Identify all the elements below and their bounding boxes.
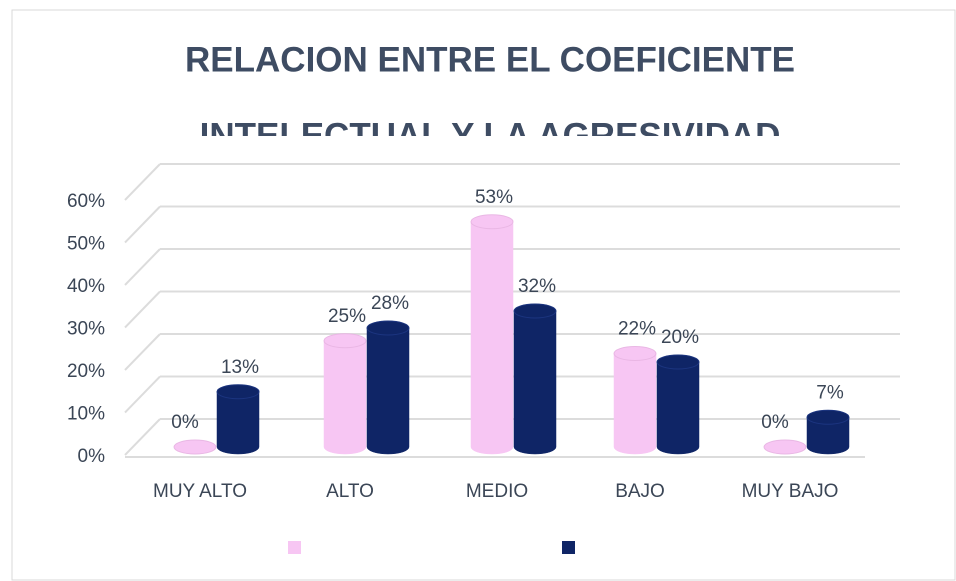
x-tick-label: MUY ALTO — [153, 481, 247, 502]
chart-title: RELACION ENTRE EL COEFICIENTE — [185, 40, 795, 79]
chart-title: INTELECTUAL Y LA AGRESIVIDAD — [200, 116, 781, 155]
x-tick-label: BAJO — [615, 481, 665, 502]
data-label: 20% — [661, 327, 699, 348]
data-label: 32% — [518, 276, 556, 297]
data-label: 53% — [475, 187, 513, 208]
data-label: 28% — [371, 293, 409, 314]
bar-top — [173, 439, 217, 455]
y-tick-label: 60% — [67, 191, 105, 212]
bar — [470, 214, 514, 455]
bar-top — [806, 409, 850, 425]
grid-diagonal — [124, 333, 161, 371]
bar-top — [513, 303, 557, 319]
y-tick-label: 20% — [67, 361, 105, 382]
y-tick-label: 40% — [67, 276, 105, 297]
bar — [656, 354, 700, 455]
data-label: 0% — [171, 412, 199, 433]
bar-top — [323, 333, 367, 349]
y-tick-label: 0% — [78, 446, 106, 467]
data-label: 22% — [618, 319, 656, 340]
bar — [513, 303, 557, 455]
bar — [613, 346, 657, 455]
data-label: 7% — [816, 382, 844, 403]
bar-top — [470, 214, 514, 230]
grid-diagonal — [124, 205, 161, 244]
x-tick-label: ALTO — [326, 481, 374, 502]
bar-top — [656, 354, 700, 370]
y-tick-label: 50% — [67, 234, 105, 255]
bar — [366, 320, 410, 455]
y-tick-label: 10% — [67, 404, 105, 425]
grid-diagonal — [124, 248, 161, 286]
bar-top — [366, 320, 410, 336]
bar-top — [216, 384, 260, 400]
grid-diagonal — [124, 418, 161, 456]
data-label: 25% — [328, 306, 366, 327]
grid-diagonal — [124, 163, 161, 201]
title-clip: INTELECTUAL Y LA AGRESIVIDAD — [200, 116, 781, 155]
x-tick-label: MEDIO — [466, 481, 528, 502]
bar-top — [613, 346, 657, 361]
x-tick-label: MUY BAJO — [742, 481, 839, 502]
legend-swatch — [288, 541, 301, 554]
bar — [323, 333, 367, 455]
grid-diagonal — [124, 290, 161, 329]
grid-diagonal — [124, 375, 161, 414]
bar-top — [763, 439, 807, 455]
data-label: 13% — [221, 357, 259, 378]
y-tick-label: 30% — [67, 319, 105, 340]
legend-swatch — [562, 541, 575, 554]
data-label: 0% — [761, 412, 789, 433]
